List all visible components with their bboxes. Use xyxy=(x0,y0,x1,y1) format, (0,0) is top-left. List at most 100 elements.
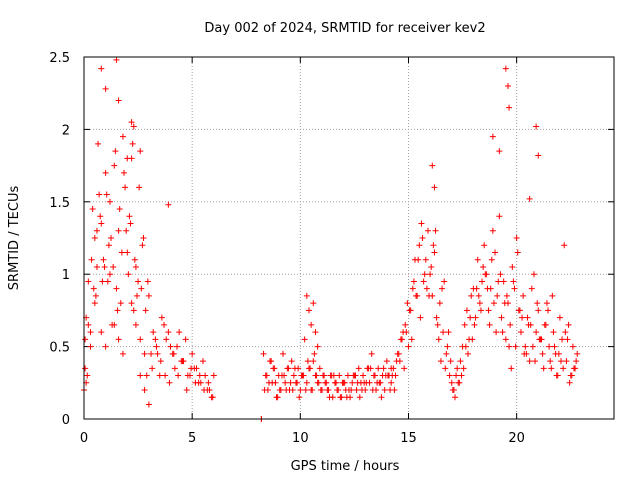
data-point xyxy=(89,206,96,213)
data-point xyxy=(98,220,105,227)
data-point xyxy=(500,278,507,285)
data-point xyxy=(358,387,365,394)
data-point xyxy=(563,358,570,365)
x-tick-labels: 0 5 10 15 20 xyxy=(80,431,525,446)
data-point xyxy=(353,387,360,394)
data-point xyxy=(305,307,312,314)
y-tick-label: 1 xyxy=(62,268,70,283)
data-point xyxy=(100,256,107,263)
data-point xyxy=(439,285,446,292)
data-point xyxy=(381,387,388,394)
data-point xyxy=(183,387,190,394)
data-point xyxy=(390,365,397,372)
data-point xyxy=(123,227,130,234)
data-point xyxy=(424,227,431,234)
data-point xyxy=(87,329,94,336)
data-point xyxy=(102,343,109,350)
data-point xyxy=(481,242,488,249)
data-point xyxy=(158,314,165,321)
data-point xyxy=(570,365,577,372)
data-point xyxy=(453,372,460,379)
data-point xyxy=(128,300,135,307)
data-point xyxy=(421,271,428,278)
data-point xyxy=(507,321,514,328)
data-point xyxy=(511,285,518,292)
data-point xyxy=(566,379,573,386)
axis-ticks xyxy=(83,56,614,420)
data-point xyxy=(328,372,335,379)
data-point xyxy=(336,372,343,379)
data-point xyxy=(282,379,289,386)
data-point xyxy=(489,133,496,140)
data-point xyxy=(301,336,308,343)
y-axis-label: SRMTID / TECUs xyxy=(7,186,22,291)
data-point xyxy=(344,372,351,379)
data-point xyxy=(136,184,143,191)
data-point xyxy=(486,321,493,328)
y-tick-labels: 0 0.5 1 1.5 2 2.5 xyxy=(49,51,70,428)
data-point xyxy=(472,314,479,321)
data-point xyxy=(143,372,150,379)
data-point xyxy=(142,307,149,314)
data-point xyxy=(458,372,465,379)
data-point xyxy=(517,329,524,336)
data-point xyxy=(99,278,106,285)
data-point xyxy=(170,350,177,357)
data-point xyxy=(201,387,208,394)
data-point xyxy=(449,387,456,394)
data-point xyxy=(97,213,104,220)
data-point xyxy=(415,256,422,263)
data-point xyxy=(562,329,569,336)
grid-lines xyxy=(84,57,614,419)
data-point xyxy=(368,350,375,357)
data-point xyxy=(82,336,89,343)
data-point xyxy=(416,242,423,249)
data-point xyxy=(431,184,438,191)
data-point xyxy=(467,314,474,321)
data-point xyxy=(400,329,407,336)
data-point xyxy=(363,379,370,386)
data-point xyxy=(482,271,489,278)
data-point xyxy=(308,321,315,328)
data-point xyxy=(427,271,434,278)
data-point xyxy=(111,321,118,328)
data-point xyxy=(156,372,163,379)
data-point xyxy=(165,329,172,336)
data-point xyxy=(179,358,186,365)
data-point xyxy=(303,379,310,386)
data-point xyxy=(187,372,193,379)
data-point xyxy=(333,379,340,386)
data-point xyxy=(402,321,409,328)
data-point xyxy=(559,336,566,343)
data-point xyxy=(135,278,142,285)
data-point xyxy=(281,372,288,379)
data-point xyxy=(137,336,144,343)
data-point xyxy=(125,271,132,278)
data-point xyxy=(437,358,444,365)
data-point xyxy=(419,235,426,241)
data-point xyxy=(153,343,160,350)
data-point xyxy=(528,285,535,292)
data-point xyxy=(488,256,495,263)
data-point xyxy=(304,358,311,365)
data-point xyxy=(343,394,350,401)
data-point xyxy=(163,336,170,343)
data-point xyxy=(477,307,484,314)
data-point xyxy=(270,365,277,372)
data-point xyxy=(265,379,272,386)
data-point xyxy=(113,56,120,63)
data-point xyxy=(447,358,454,365)
data-points xyxy=(81,56,581,422)
data-point xyxy=(141,387,148,394)
data-point xyxy=(106,198,113,205)
data-point xyxy=(130,123,137,130)
data-point xyxy=(442,365,449,372)
data-point xyxy=(157,358,164,365)
data-point xyxy=(574,350,581,357)
data-point xyxy=(349,379,356,386)
y-tick-label: 2 xyxy=(62,123,70,138)
data-point xyxy=(92,292,99,299)
data-point xyxy=(82,365,89,372)
data-point xyxy=(389,372,396,379)
data-point xyxy=(388,379,395,386)
